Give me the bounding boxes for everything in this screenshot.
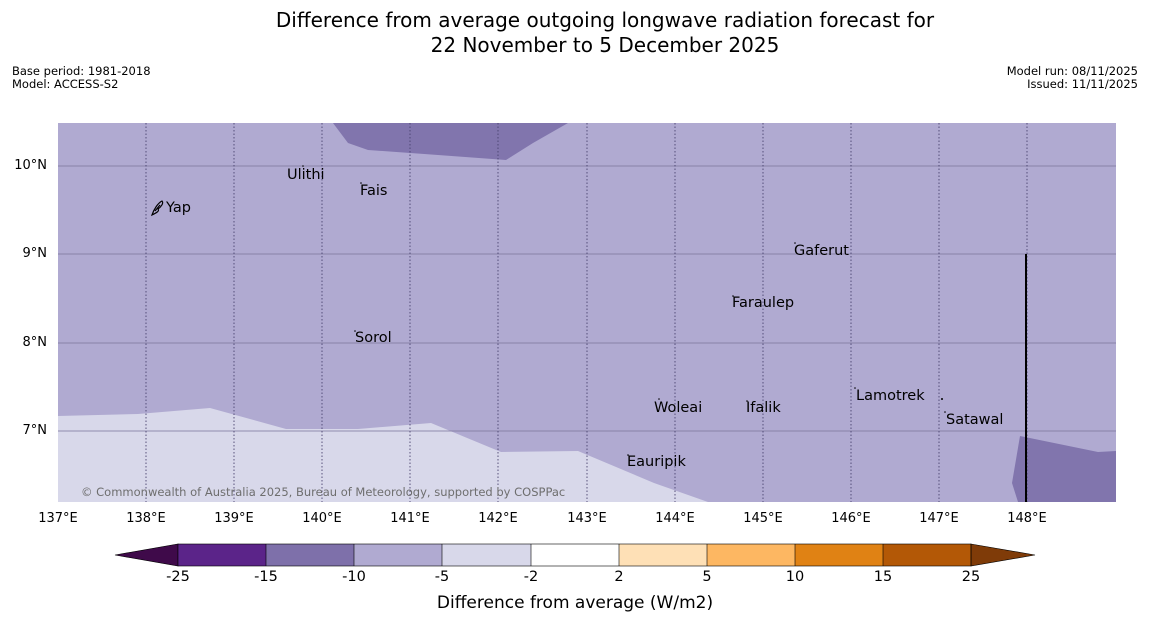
lon-label-137e: 137°E — [38, 511, 78, 526]
colorbar-label: Difference from average (W/m2) — [436, 593, 714, 613]
colorbar-tick: 5 — [702, 569, 712, 585]
anomaly-fill-dark-southeast — [1012, 436, 1116, 502]
colorbar-swatch-4 — [442, 544, 531, 566]
place-label-gaferut: Gaferut — [794, 243, 849, 259]
lon-label-138e: 138°E — [126, 511, 166, 526]
colorbar-tick: -25 — [166, 569, 190, 585]
colorbar-tick: -5 — [434, 569, 450, 585]
lon-label-145e: 145°E — [743, 511, 783, 526]
colorbar-extend-low — [114, 543, 179, 567]
map-fill-svg — [58, 123, 1116, 502]
base-period: Base period: 1981-2018 — [12, 64, 151, 78]
colorbar-swatch-2 — [266, 544, 354, 566]
place-label-faraulep: Faraulep — [732, 295, 795, 311]
colorbar-tick: 25 — [961, 569, 981, 585]
lon-label-139e: 139°E — [214, 511, 254, 526]
place-label-satawal: Satawal — [946, 412, 1004, 428]
place-label-fais: Fais — [360, 183, 388, 199]
place-label-lamotrek: Lamotrek — [856, 388, 925, 404]
lon-label-147e: 147°E — [919, 511, 959, 526]
title-line-2: 22 November to 5 December 2025 — [430, 33, 780, 57]
colorbar-swatch-6 — [619, 544, 707, 566]
place-label-ulithi: Ulithi — [287, 167, 325, 183]
lon-label-144e: 144°E — [655, 511, 695, 526]
lon-label-146e: 146°E — [831, 511, 871, 526]
lon-label-143e: 143°E — [567, 511, 607, 526]
colorbar — [114, 543, 1036, 567]
lon-label-142e: 142°E — [478, 511, 518, 526]
graticule-longitude — [145, 123, 1028, 502]
issued-date: Issued: 11/11/2025 — [1027, 77, 1138, 91]
place-label-woleai: Woleai — [654, 400, 703, 416]
colorbar-swatch-3 — [354, 544, 442, 566]
colorbar-swatch-9 — [883, 544, 971, 566]
colorbar-swatch-7 — [707, 544, 795, 566]
meta-right: Model run: 08/11/2025 Issued: 11/11/2025 — [1007, 65, 1138, 91]
colorbar-swatch-8 — [795, 544, 883, 566]
lat-label-10n: 10°N — [14, 158, 47, 173]
place-label-sorol: Sorol — [355, 330, 392, 346]
lon-label-141e: 141°E — [390, 511, 430, 526]
map-area: Yap Ulithi Fais Gaferut Faraulep Sorol L… — [58, 123, 1116, 502]
colorbar-tick: 10 — [785, 569, 805, 585]
colorbar-dividers — [177, 543, 972, 567]
colorbar-tick: 2 — [614, 569, 624, 585]
place-label-yap: Yap — [166, 200, 191, 216]
title-line-1: Difference from average outgoing longwav… — [275, 8, 935, 32]
colorbar-swatch-5 — [531, 544, 619, 566]
copyright-notice: © Commonwealth of Australia 2025, Bureau… — [81, 485, 566, 499]
colorbar-tick: -2 — [523, 569, 539, 585]
yap-island-outline — [150, 200, 164, 217]
model-run: Model run: 08/11/2025 — [1006, 64, 1138, 78]
anomaly-fill-light — [58, 408, 708, 502]
lat-label-7n: 7°N — [22, 423, 48, 438]
place-label-ifalik: Ifalik — [746, 400, 781, 416]
colorbar-tick: -15 — [254, 569, 278, 585]
model-name: Model: ACCESS-S2 — [12, 77, 119, 91]
map-title: Difference from average outgoing longwav… — [0, 8, 1150, 58]
colorbar-tick: -10 — [342, 569, 366, 585]
meta-left: Base period: 1981-2018 Model: ACCESS-S2 — [12, 65, 151, 91]
lon-label-148e: 148°E — [1007, 511, 1047, 526]
lat-label-9n: 9°N — [22, 246, 48, 261]
anomaly-fill-dark-north — [333, 123, 568, 160]
colorbar-tick: 15 — [873, 569, 893, 585]
lat-label-8n: 8°N — [22, 335, 48, 350]
lon-label-140e: 140°E — [302, 511, 342, 526]
place-label-eauripik: Eauripik — [627, 454, 686, 470]
island-dots — [302, 165, 946, 456]
colorbar-extend-high — [970, 543, 1036, 567]
colorbar-swatch-1 — [178, 544, 266, 566]
